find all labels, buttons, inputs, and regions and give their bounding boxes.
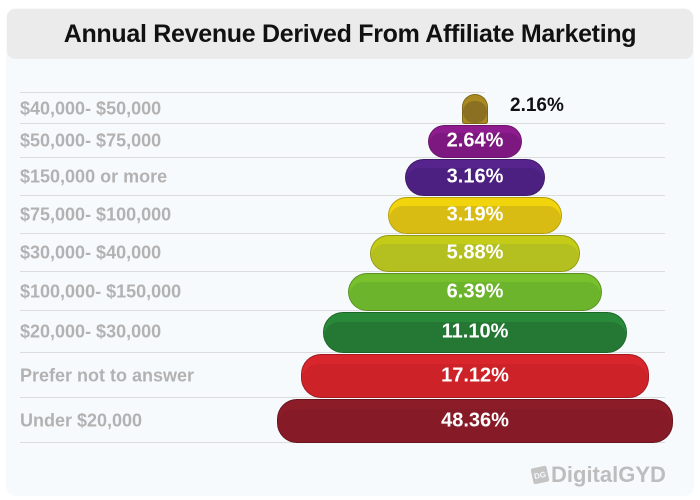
category-label: Under $20,000: [20, 410, 143, 430]
bar-shade: [371, 243, 579, 271]
bar-shade: [349, 281, 601, 310]
bar: [301, 354, 649, 398]
data-label: 11.10%: [441, 320, 509, 343]
bar: [370, 235, 580, 272]
category-label: $30,000- $40,000: [20, 242, 162, 263]
category-label: $100,000- $150,000: [20, 281, 182, 301]
bar-shade: [302, 364, 648, 397]
bar: [428, 125, 522, 158]
category-label: $150,000 or more: [20, 166, 168, 187]
category-label: $75,000- $100,000: [20, 204, 172, 225]
data-label: 48.36%: [441, 409, 509, 431]
bar: [323, 312, 627, 353]
row-separator: [20, 157, 665, 158]
watermark-text: DigitalGYD: [551, 462, 666, 487]
bar: [388, 197, 562, 234]
row-separator: [20, 92, 485, 93]
watermark-logo: DG DigitalGYD: [530, 462, 666, 488]
data-label: 2.64%: [446, 129, 504, 152]
row-separator: [20, 271, 665, 272]
title-banner: Annual Revenue Derived From Affiliate Ma…: [7, 9, 693, 59]
bar-shade: [429, 132, 521, 157]
bar: [348, 273, 602, 311]
chart-title: Annual Revenue Derived From Affiliate Ma…: [63, 19, 637, 48]
category-label: $20,000- $30,000: [20, 321, 162, 342]
data-label: 3.19%: [446, 203, 504, 226]
data-label: 17.12%: [441, 364, 509, 386]
row-separator: [20, 310, 665, 311]
row-separator: [20, 233, 665, 234]
logo-mark-icon: DG: [530, 465, 550, 485]
bar-shade: [278, 409, 672, 442]
row-separator: [20, 123, 665, 124]
bar: [277, 399, 673, 443]
bar: [462, 94, 488, 124]
data-label: 5.88%: [446, 241, 504, 264]
bar-shade: [389, 205, 561, 233]
category-label: $40,000- $50,000: [20, 98, 162, 118]
bar-shade: [463, 101, 487, 123]
category-label: $50,000- $75,000: [20, 130, 162, 151]
bar-shade: [406, 167, 544, 195]
row-separator: [20, 195, 665, 196]
data-label: 2.16%: [510, 94, 564, 116]
bar: [405, 159, 545, 196]
data-label: 3.16%: [446, 165, 504, 188]
data-label: 6.39%: [446, 280, 504, 302]
category-label: Prefer not to answer: [20, 365, 195, 385]
bar-shade: [324, 321, 626, 352]
